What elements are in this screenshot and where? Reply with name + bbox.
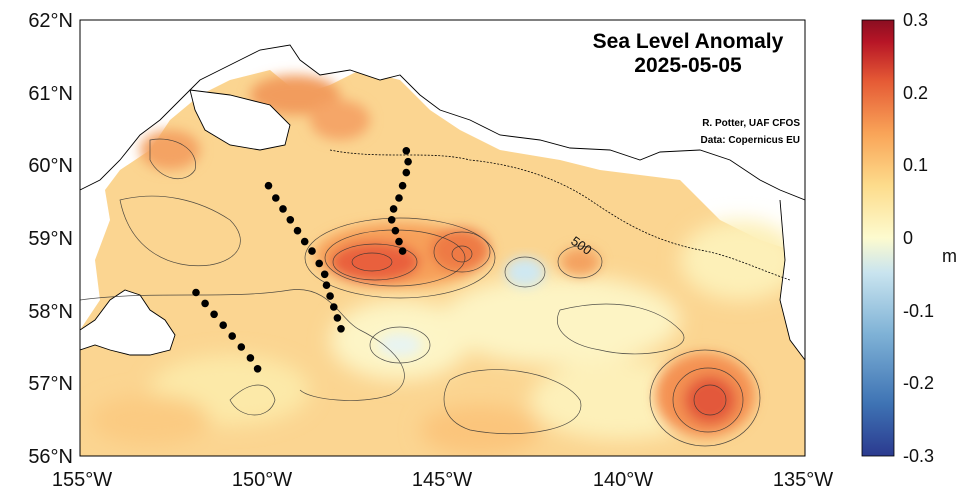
station-dot <box>192 288 200 297</box>
station-dot <box>237 343 246 351</box>
station-dot <box>308 247 316 255</box>
station-dot <box>322 281 331 290</box>
lat-axis: 62°N 61°N 60°N 59°N 58°N 57°N 56°N <box>28 10 73 468</box>
plot-frame <box>79 19 806 457</box>
map-title: Sea Level Anomaly <box>593 30 784 53</box>
station-dot <box>253 365 262 373</box>
station-dot <box>404 157 412 166</box>
lat-tick-label: 56°N <box>28 446 73 468</box>
lat-tick-label: 62°N <box>28 10 73 32</box>
station-dot <box>395 237 403 246</box>
station-dot <box>391 226 400 235</box>
station-dot <box>264 181 273 190</box>
station-dot <box>320 270 329 279</box>
colorbar-tick-label: 0 <box>903 228 913 248</box>
lon-tick-label: 155°W <box>52 469 112 491</box>
lat-tick-label: 59°N <box>28 228 73 250</box>
station-dot <box>228 332 236 340</box>
station-dot <box>210 310 218 319</box>
colorbar-tick-label: 0.3 <box>903 10 928 30</box>
station-dot <box>398 247 407 255</box>
lat-tick-label: 61°N <box>28 83 73 105</box>
colorbar-unit: m <box>942 246 957 266</box>
station-dot <box>330 303 338 311</box>
lon-tick-label: 140°W <box>593 469 653 491</box>
colorbar-tick-label: -0.2 <box>903 373 934 393</box>
station-dot <box>402 168 411 177</box>
lat-tick-label: 57°N <box>28 373 73 395</box>
station-lines <box>192 147 412 373</box>
station-dot <box>219 321 227 330</box>
colorbar-tick-label: -0.3 <box>903 446 934 466</box>
station-dot <box>315 259 324 268</box>
colorbar-tick-label: 0.2 <box>903 83 928 103</box>
anomaly-field: 500 <box>80 20 805 456</box>
map-date: 2025-05-05 <box>634 54 742 77</box>
lon-tick-label: 150°W <box>232 469 292 491</box>
colorbar-tick-label: 0.1 <box>903 155 928 175</box>
station-dot <box>293 226 302 235</box>
station-dot <box>286 216 295 224</box>
colorbar: 0.3 0.2 0.1 0 -0.1 -0.2 -0.3 m <box>861 10 957 466</box>
station-dot <box>272 194 280 202</box>
colorbar-tick-label: -0.1 <box>903 301 934 321</box>
lon-axis: 155°W 150°W 145°W 140°W 135°W <box>52 469 833 491</box>
station-dot <box>333 314 342 322</box>
colorbar-gradient <box>861 19 895 457</box>
station-dot <box>395 194 403 202</box>
lat-tick-label: 58°N <box>28 301 73 323</box>
credit-author: R. Potter, UAF CFOS <box>702 118 800 129</box>
station-dot <box>337 325 345 333</box>
station-dot <box>402 147 411 155</box>
station-dot <box>387 216 396 224</box>
station-dot <box>201 299 209 308</box>
station-dot <box>300 237 309 246</box>
station-dot <box>398 181 407 190</box>
station-dot <box>246 354 255 362</box>
station-dot <box>279 205 287 213</box>
lon-tick-label: 135°W <box>773 469 833 491</box>
credit-source: Data: Copernicus EU <box>701 135 800 146</box>
station-dot <box>389 205 398 213</box>
lon-tick-label: 145°W <box>412 469 472 491</box>
station-dot <box>326 292 334 300</box>
lat-tick-label: 60°N <box>28 155 73 177</box>
